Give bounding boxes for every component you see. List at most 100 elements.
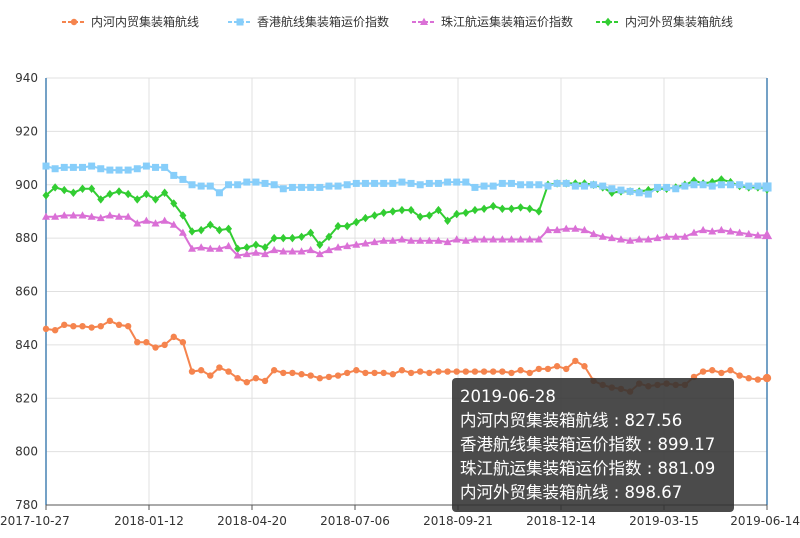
y-tick-label: 920: [15, 124, 38, 138]
data-point: [580, 225, 589, 234]
data-point: [371, 369, 378, 377]
data-point: [106, 189, 114, 199]
data-point: [279, 233, 287, 243]
y-tick-label: 800: [15, 445, 38, 459]
data-point: [243, 178, 251, 186]
data-point: [334, 372, 342, 379]
data-point: [380, 369, 387, 377]
data-point: [416, 212, 424, 221]
data-point: [498, 179, 506, 187]
data-point: [261, 377, 269, 385]
legend-swatch-marker: [70, 18, 78, 26]
data-point: [161, 341, 168, 349]
data-point: [535, 207, 543, 216]
legend-item-4[interactable]: 内河外贸集装箱航线: [596, 14, 733, 29]
tooltip-row-4: 内河外贸集装箱航线 : 898.67: [460, 483, 683, 502]
data-point: [216, 364, 223, 371]
x-tick-label: 2018-01-12: [114, 514, 184, 528]
data-point: [443, 237, 452, 246]
y-tick-label: 820: [15, 391, 38, 405]
data-point: [343, 221, 351, 231]
data-point: [105, 211, 114, 219]
data-point: [61, 321, 68, 329]
data-point: [744, 229, 753, 238]
data-point: [553, 363, 561, 370]
data-point: [134, 339, 141, 346]
data-point: [380, 208, 388, 217]
data-point: [416, 368, 424, 375]
data-point: [489, 201, 497, 211]
data-point: [544, 365, 552, 373]
data-point: [672, 185, 680, 193]
data-point: [60, 185, 68, 195]
data-point: [343, 241, 352, 250]
x-tick-label: 2018-04-20: [217, 514, 287, 528]
data-point: [489, 182, 497, 190]
data-point: [152, 344, 159, 351]
legend-swatch-marker: [420, 17, 428, 25]
legend[interactable]: 内河内贸集装箱航线 香港航线集装箱运价指数 珠江航运集装箱运价指数 内河外贸集装箱航线: [62, 14, 733, 29]
tooltip: 2019-06-28 内河内贸集装箱航线 : 827.56 香港航线集装箱运价指…: [452, 378, 734, 512]
data-point: [544, 182, 552, 190]
data-point: [197, 182, 205, 190]
data-point: [581, 363, 588, 370]
data-point: [498, 235, 507, 243]
data-point: [398, 205, 406, 215]
data-point: [380, 179, 388, 187]
data-point: [425, 236, 434, 244]
data-point: [97, 165, 105, 173]
data-point: [234, 244, 242, 253]
data-point: [353, 367, 360, 374]
data-point: [270, 367, 278, 374]
x-tick-label: 2019-06-14: [730, 514, 800, 528]
legend-item-3[interactable]: 珠江航运集装箱运价指数: [412, 14, 573, 29]
legend-item-2[interactable]: 香港航线集装箱运价指数: [228, 14, 389, 29]
data-point: [416, 236, 425, 244]
data-point: [653, 183, 661, 191]
data-point: [170, 333, 177, 341]
data-point: [735, 228, 744, 236]
data-point: [88, 162, 96, 170]
y-tick-label: 880: [15, 231, 38, 245]
data-point: [572, 357, 579, 365]
data-point: [261, 249, 270, 258]
data-point: [142, 216, 151, 224]
data-point: [215, 244, 224, 252]
tooltip-row-2: 香港航线集装箱运价指数 : 899.17: [460, 435, 716, 454]
data-point: [252, 375, 260, 382]
data-point: [526, 181, 534, 189]
data-point: [617, 186, 625, 194]
data-point: [179, 211, 187, 220]
data-point: [243, 243, 251, 252]
data-point: [79, 184, 87, 193]
data-point: [434, 205, 442, 215]
y-tick-label: 860: [15, 285, 38, 299]
data-point: [389, 179, 397, 187]
data-point: [708, 227, 717, 235]
series-line: [46, 214, 768, 257]
data-point: [580, 182, 588, 190]
data-point: [680, 232, 689, 240]
data-point: [316, 375, 323, 382]
data-point: [516, 235, 525, 243]
data-point: [444, 216, 452, 225]
data-point: [762, 373, 772, 383]
data-point: [754, 376, 762, 383]
series-2: [42, 162, 772, 198]
data-point: [526, 369, 533, 377]
data-point: [608, 185, 616, 193]
data-point: [234, 181, 242, 189]
data-point: [361, 239, 370, 247]
data-point: [307, 372, 314, 379]
data-point: [371, 211, 379, 220]
data-point: [307, 183, 315, 191]
data-point: [69, 188, 77, 197]
data-point: [188, 368, 196, 375]
data-point: [297, 247, 306, 255]
legend-item-1[interactable]: 内河内贸集装箱航线: [62, 14, 199, 29]
data-point: [571, 224, 580, 232]
data-point: [599, 182, 607, 190]
data-point: [334, 243, 343, 251]
data-point: [508, 369, 515, 377]
data-point: [754, 182, 762, 190]
